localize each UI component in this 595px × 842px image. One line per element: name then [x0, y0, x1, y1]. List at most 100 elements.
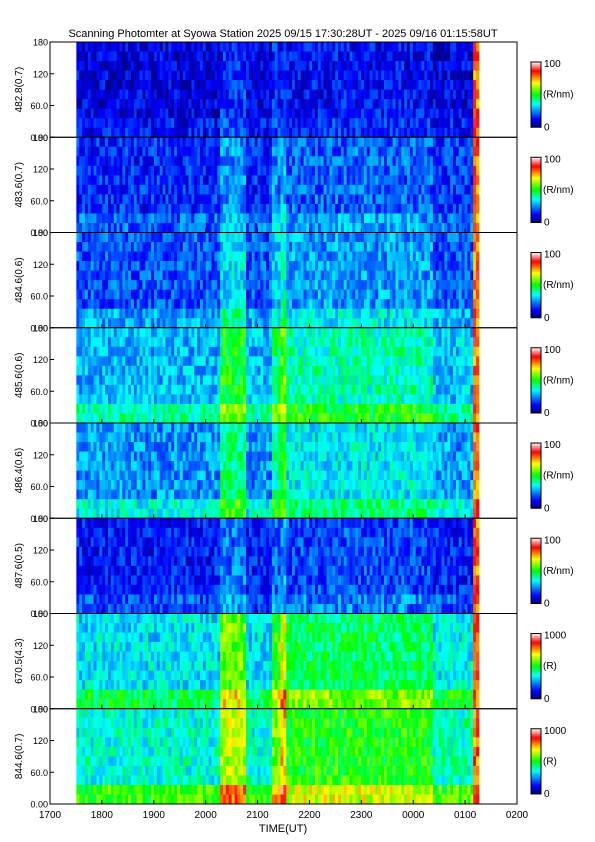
heatmap-cell [389, 308, 394, 319]
heatmap-cell [289, 365, 293, 376]
heatmap-cell [217, 89, 221, 100]
heatmap-cell [136, 356, 141, 367]
heatmap-cell [470, 99, 474, 110]
heatmap-cell [303, 137, 307, 148]
heatmap-cell [286, 99, 290, 110]
heatmap-cell [122, 51, 126, 62]
heatmap-cell [323, 99, 327, 110]
heatmap-cell [168, 51, 172, 62]
heatmap-cell [182, 51, 187, 62]
heatmap-cell [102, 242, 106, 252]
heatmap-cell [82, 232, 86, 243]
heatmap-cell [294, 156, 299, 167]
heatmap-cell [194, 203, 198, 214]
heatmap-cell [171, 394, 175, 405]
heatmap-cell [271, 127, 276, 138]
heatmap-cell [113, 280, 118, 291]
heatmap-cell [332, 127, 336, 138]
heatmap-cell [243, 194, 247, 205]
heatmap-cell [263, 213, 267, 224]
heatmap-cell [205, 108, 210, 119]
heatmap-cell [361, 99, 365, 110]
heatmap-cell [125, 242, 129, 252]
heatmap-cell [292, 146, 296, 157]
heatmap-cell [294, 280, 299, 291]
heatmap-cell [105, 80, 109, 91]
heatmap-cell [116, 356, 120, 367]
heatmap-cell [191, 394, 195, 405]
heatmap-cell [142, 251, 146, 262]
heatmap-cell [188, 289, 192, 300]
heatmap-cell [182, 108, 187, 119]
heatmap-cell [254, 194, 258, 205]
heatmap-cell [142, 137, 146, 148]
heatmap-cell [148, 403, 152, 414]
heatmap-cell [84, 308, 89, 319]
colorbar-max-label: 100 [544, 154, 561, 165]
heatmap-cell [447, 61, 451, 71]
heatmap-cell [306, 127, 310, 138]
heatmap-cell [412, 156, 417, 167]
heatmap-cell [159, 203, 164, 214]
heatmap-cell [257, 242, 261, 252]
heatmap-cell [361, 261, 365, 271]
heatmap-cell [332, 42, 336, 52]
heatmap-cell [254, 403, 258, 414]
heatmap-cell [375, 280, 379, 291]
heatmap-cell [142, 346, 146, 357]
heatmap-cell [105, 89, 109, 100]
heatmap-cell [194, 299, 198, 310]
heatmap-cell [343, 156, 348, 167]
heatmap-cell [246, 261, 250, 271]
heatmap-cell [145, 384, 149, 395]
heatmap-cell [179, 327, 184, 338]
heatmap-cell [254, 118, 258, 129]
heatmap-cell [136, 194, 141, 205]
heatmap-cell [326, 108, 330, 119]
heatmap-cell [76, 194, 80, 205]
heatmap-cell [79, 213, 83, 224]
heatmap-cell [87, 384, 92, 395]
heatmap-cell [407, 61, 411, 71]
heatmap-cell [96, 403, 100, 414]
heatmap-cell [171, 403, 175, 414]
heatmap-cell [182, 80, 187, 91]
heatmap-cell [340, 99, 345, 110]
heatmap-cell [136, 175, 141, 186]
heatmap-cell [202, 280, 207, 291]
heatmap-cell [343, 118, 348, 129]
heatmap-cell [87, 42, 92, 52]
heatmap-cell [179, 337, 184, 348]
heatmap-cell [401, 308, 405, 319]
heatmap-cell [260, 346, 264, 357]
heatmap-cell [283, 346, 287, 357]
heatmap-cell [205, 184, 210, 195]
heatmap-cell [430, 118, 434, 129]
heatmap-cell [289, 146, 293, 157]
heatmap-cell [171, 222, 175, 233]
heatmap-cell [458, 270, 463, 281]
heatmap-cell [392, 51, 396, 62]
heatmap-cell [432, 80, 437, 91]
heatmap-cell [309, 289, 313, 300]
heatmap-cell [122, 42, 126, 52]
heatmap-cell [447, 261, 451, 271]
heatmap-cell [317, 261, 322, 271]
heatmap-cell [294, 194, 299, 205]
heatmap-cell [435, 194, 440, 205]
heatmap-cell [148, 384, 152, 395]
heatmap-cell [473, 70, 477, 81]
heatmap-cell [182, 165, 187, 176]
heatmap-cell [240, 137, 244, 148]
heatmap-cells [76, 42, 480, 138]
heatmap-cell [257, 194, 261, 205]
heatmap-cell [418, 42, 422, 52]
heatmap-cell [329, 42, 333, 52]
heatmap-cell [315, 80, 319, 91]
heatmap-cell [470, 289, 474, 300]
heatmap-cell [87, 194, 92, 205]
heatmap-cell [223, 80, 227, 91]
heatmap-cell [217, 403, 221, 414]
heatmap-cell [263, 365, 267, 376]
heatmap-cell [171, 413, 175, 424]
